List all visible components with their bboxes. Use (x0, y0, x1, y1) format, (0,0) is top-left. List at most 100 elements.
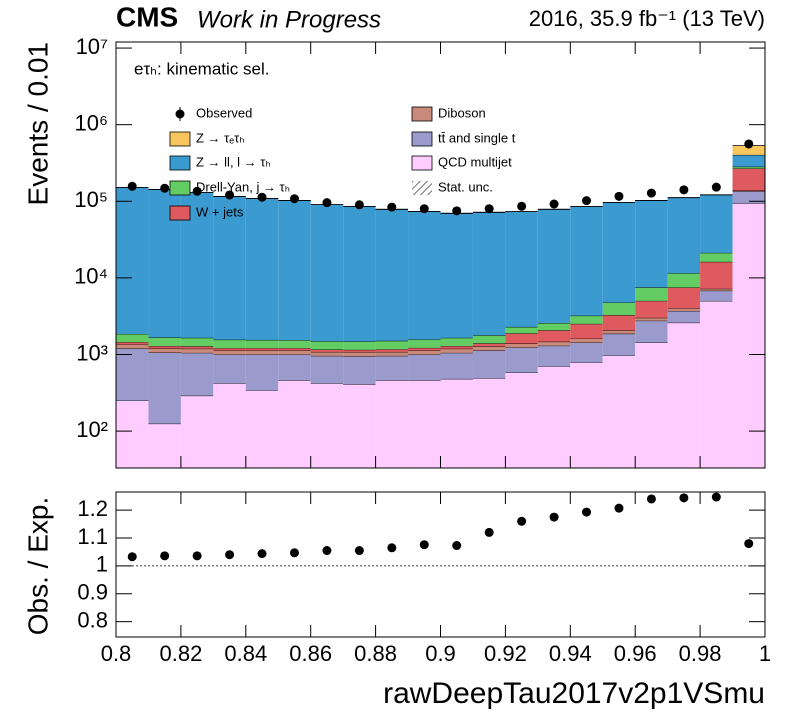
stack-segment (505, 343, 538, 348)
observed-point (419, 204, 429, 214)
stack-segment (635, 342, 668, 468)
stack-segment (278, 380, 311, 468)
observed-point (354, 200, 364, 210)
stack-segment (570, 315, 603, 324)
annotation: eτₕ: kinematic sel. (134, 59, 269, 78)
y-tick-label: 10⁶ (74, 110, 108, 135)
ratio-point (614, 503, 624, 513)
ratio-point (582, 507, 592, 517)
stack-segment (472, 343, 506, 347)
stack-segment (213, 348, 246, 351)
stack-segment (213, 383, 246, 468)
stack-segment (148, 337, 181, 347)
ratio-point (549, 512, 559, 522)
y-axis-title: Events / 0.01 (22, 42, 53, 205)
stack-segment (505, 372, 538, 468)
stack-segment (732, 168, 765, 191)
observed-point (517, 201, 527, 211)
stack-segment (635, 317, 668, 321)
stack-segment (570, 338, 603, 343)
y-tick-label: 10² (76, 417, 108, 442)
observed-point (192, 186, 202, 196)
ratio-point (257, 549, 267, 559)
stack-segment (375, 349, 409, 352)
stack-segment (148, 423, 181, 468)
stack-segment (440, 352, 473, 379)
stack-segment (116, 334, 149, 343)
legend-label: Drell-Yan, j → τₕ (196, 179, 290, 194)
x-axis-title: rawDeepTau2017v2p1VSmu (383, 677, 765, 710)
stack-segment (505, 333, 538, 344)
y-tick-label: 0.9 (77, 580, 108, 605)
stack-segment (667, 287, 701, 309)
stack-segment (732, 154, 765, 167)
observed-point (387, 202, 397, 212)
stack-segment (278, 350, 311, 355)
ratio-point (744, 539, 754, 549)
stack-segment (408, 211, 441, 340)
observed-point (582, 196, 592, 206)
stack-segment (213, 196, 246, 340)
stack-segment (602, 355, 636, 468)
legend-marker (175, 109, 185, 119)
legend-swatch (169, 155, 191, 171)
stack-segment (116, 187, 149, 335)
stack-segment (700, 288, 733, 291)
observed-point (744, 139, 754, 149)
stack-segment (343, 341, 376, 350)
x-tick-label: 1 (759, 641, 771, 666)
ratio-point (354, 546, 364, 556)
stack-segment (245, 339, 279, 349)
ratio-axis-title: Obs. / Exp. (22, 497, 53, 636)
stack-segment (180, 346, 214, 349)
legend-label: Stat. unc. (438, 179, 493, 194)
stack-segment (116, 348, 149, 401)
ratio-panel: 0.80.911.11.20.8 0.82 0.84 0.86 0.88 0.9 0.92 0… (77, 492, 771, 666)
stack-segment (505, 211, 538, 327)
ratio-point (322, 546, 332, 556)
stack-segment (245, 354, 279, 391)
stack-segment (375, 209, 409, 341)
x-tick-label: 0.94 (549, 641, 592, 666)
stack-segment (180, 352, 214, 396)
ratio-point (127, 552, 137, 562)
stack-segment (602, 330, 636, 334)
legend-label: Observed (196, 105, 252, 120)
stack-segment (180, 348, 214, 353)
ratio-point (419, 540, 429, 550)
observed-point (127, 181, 137, 191)
x-tick-label: 0.92 (484, 641, 527, 666)
legend-swatch (411, 131, 433, 147)
observed-point (452, 206, 462, 216)
stack-segment (213, 339, 246, 349)
y-tick-label: 1 (96, 552, 108, 577)
stack-segment (408, 347, 441, 351)
stack-segment (537, 341, 571, 346)
stack-segment (408, 354, 441, 381)
stack-segment (343, 206, 376, 342)
legend-label: tt̄ and single t (438, 130, 516, 145)
stack-segment (635, 287, 668, 301)
stack-segment (537, 323, 571, 331)
stack-segment (343, 349, 376, 353)
stack-segment (116, 342, 149, 345)
stack-segment (635, 200, 668, 288)
stack-segment (375, 351, 409, 356)
stack-segment (278, 348, 311, 351)
ratio-point (679, 493, 689, 503)
ratio-point (646, 494, 656, 504)
y-tick-label: 10⁴ (74, 264, 108, 289)
stack-segment (116, 344, 149, 349)
stack-segment (602, 302, 636, 316)
stack-segment (537, 209, 571, 324)
stack-segment (408, 350, 441, 355)
stack-segment (245, 350, 279, 355)
stack-segment (310, 341, 344, 350)
observed-point (711, 182, 721, 192)
stack-segment (570, 342, 603, 363)
observed-point (614, 191, 624, 201)
stack-segment (440, 337, 473, 347)
legend: Observed Z → τₑτₕ Z → ll, l → τₕ Drell-Yan,… (169, 105, 516, 221)
ratio-point (517, 516, 527, 526)
stack-segment (570, 206, 603, 316)
